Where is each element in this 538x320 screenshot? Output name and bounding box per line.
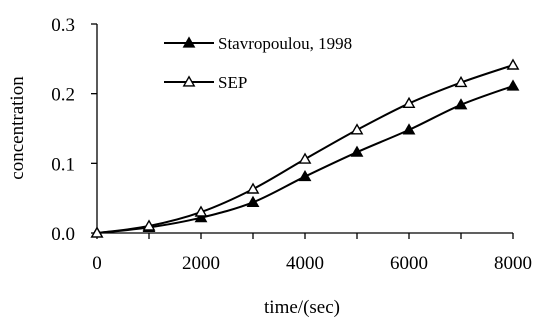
data-point-marker — [350, 145, 364, 157]
data-point-marker — [194, 211, 208, 223]
y-tick-label: 0.1 — [51, 154, 75, 175]
legend-marker — [182, 75, 196, 87]
data-point-marker — [350, 123, 364, 135]
data-point-marker — [402, 96, 416, 109]
data-point-marker — [298, 169, 312, 182]
x-tick-label: 6000 — [390, 253, 428, 274]
y-axis-label: concentration — [7, 76, 28, 180]
y-tick-label: 0.3 — [51, 15, 75, 36]
y-tick-label: 0.0 — [51, 224, 75, 245]
chart-axes: 0.0 0.1 0.2 0.3 0 2000 4000 6000 8000 — [51, 15, 532, 274]
x-tick-label: 8000 — [494, 253, 532, 274]
y-tick-label: 0.2 — [51, 85, 75, 106]
series-2 — [90, 58, 520, 238]
legend-label: Stavropoulou, 1998 — [218, 34, 352, 53]
data-point-marker — [246, 182, 260, 194]
x-tick-label: 4000 — [286, 253, 324, 274]
data-point-marker — [142, 219, 156, 231]
data-point-marker — [194, 205, 208, 217]
x-tick-label: 2000 — [182, 253, 220, 274]
x-tick-label: 0 — [92, 253, 102, 274]
data-point-marker — [506, 58, 520, 70]
chart-series-layer — [90, 58, 520, 238]
data-point-marker — [454, 98, 468, 110]
legend-marker — [182, 36, 196, 48]
data-point-marker — [298, 152, 312, 164]
series-line — [96, 64, 514, 234]
legend-item-2: SEP — [164, 73, 247, 92]
data-point-marker — [90, 226, 104, 238]
chart-legend: Stavropoulou, 1998 SEP — [164, 34, 352, 92]
legend-label: SEP — [218, 73, 247, 92]
data-point-marker — [402, 123, 416, 135]
data-point-marker — [246, 195, 260, 207]
data-point-marker — [506, 79, 520, 91]
data-point-marker — [454, 75, 468, 88]
legend-item-1: Stavropoulou, 1998 — [164, 34, 352, 53]
x-axis-label: time/(sec) — [264, 297, 340, 318]
